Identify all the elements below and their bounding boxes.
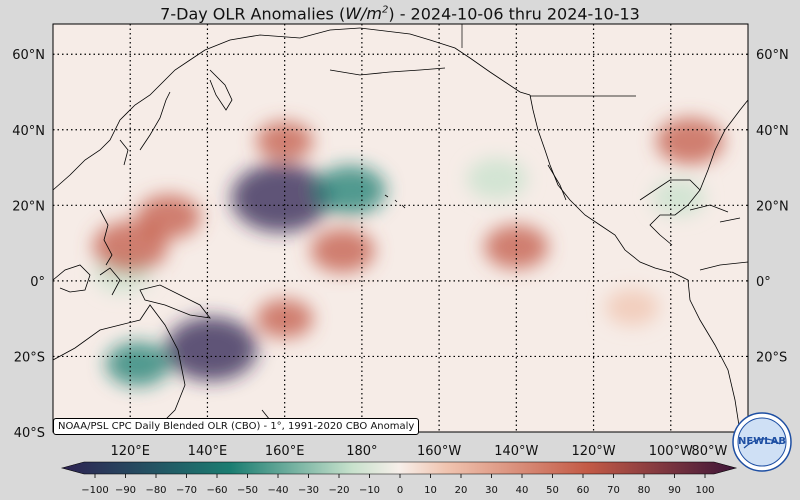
colorbar-tick-label: −40 [267, 485, 288, 496]
colorbar-tick-label: 0 [397, 485, 403, 496]
anomaly-region-9 [92, 221, 168, 273]
lon-label: 80°W [691, 444, 727, 459]
lat-label-right: 0° [756, 275, 771, 290]
lat-label-left: 0° [30, 275, 45, 290]
colorbar-tick-label: −60 [206, 485, 227, 496]
colorbar-tick-label: −10 [359, 485, 380, 496]
anomaly-region-7 [484, 224, 549, 269]
lon-label: 100°W [649, 444, 693, 459]
colorbar-tick-label: 10 [424, 485, 437, 496]
longitude-labels: 120°E 140°E 160°E 180° 160°W 140°W 120°W 100°W8… [110, 444, 727, 459]
colorbar-tick-label: 60 [577, 485, 590, 496]
anomaly-region-2 [165, 316, 258, 381]
title-unit-exponent: 2 [381, 5, 389, 16]
lat-label-right: 40°N [756, 124, 789, 139]
lon-label: 160°W [417, 444, 461, 459]
lon-label: 160°E [265, 444, 305, 459]
anomaly-region-10 [310, 228, 375, 273]
latitude-labels: 60°N 40°N 20°N 0° 20°S 40°S 60°N 40°N 20°N 0° 20°S [12, 48, 789, 441]
coastlines [53, 27, 748, 432]
lon-label: 120°E [110, 444, 150, 459]
colorbar-tick-label: −30 [298, 485, 319, 496]
colorbar-tick-label: 50 [546, 485, 559, 496]
colorbar-tick-label: 100 [695, 485, 714, 496]
title-suffix: ) - 2024-10-06 thru 2024-10-13 [388, 4, 640, 24]
logo-text: NEWLAB [738, 436, 786, 447]
lat-label-left: 20°N [12, 199, 45, 214]
colorbar-tick-label: −80 [145, 485, 166, 496]
lat-label-right: 20°N [756, 199, 789, 214]
lon-label: 140°E [188, 444, 228, 459]
colorbar-tick-label: −100 [81, 485, 108, 496]
colorbar-tick-label: 20 [455, 485, 468, 496]
lon-label: 180° [346, 444, 377, 459]
colorbar-tick-label: 30 [485, 485, 498, 496]
lat-label-right: 20°S [756, 350, 787, 365]
lon-label: 120°W [571, 444, 615, 459]
map-title: 7-Day OLR Anomalies (W/m2) - 2024-10-06 … [0, 0, 800, 24]
anomaly-region-14 [605, 289, 659, 326]
lat-label-right: 60°N [756, 48, 789, 63]
anomaly-region-3 [105, 342, 170, 386]
anomaly-region-13 [256, 299, 314, 339]
graticule [53, 24, 748, 432]
colorbar-tick-label: −50 [237, 485, 258, 496]
colorbar-ticks: −100 −90 −80 −70 −60 −50 −40 −30 −20 −10 0 10 20 30 40… [81, 474, 715, 496]
colorbar [60, 461, 738, 475]
anomaly-region-0 [231, 163, 331, 233]
anomaly-region-6 [651, 179, 706, 217]
colorbar-tick-label: −20 [328, 485, 349, 496]
anomaly-region-12 [656, 117, 724, 165]
anomaly-region-1 [314, 165, 386, 215]
newlab-logo: NEWLAB [732, 412, 792, 472]
anomaly-region-4 [466, 158, 528, 200]
colorbar-tick-label: −90 [115, 485, 136, 496]
colorbar-tick-label: 80 [638, 485, 651, 496]
colorbar-tick-label: 90 [668, 485, 681, 496]
lat-label-left: 60°N [12, 48, 45, 63]
lon-label: 140°W [494, 444, 538, 459]
title-prefix: 7-Day OLR Anomalies ( [160, 4, 346, 24]
lat-label-left: 40°N [12, 124, 45, 139]
colorbar-tick-label: 40 [516, 485, 529, 496]
data-source-note: NOAA/PSL CPC Daily Blended OLR (CBO) - 1… [53, 418, 420, 435]
colorbar-tick-label: −70 [176, 485, 197, 496]
title-unit: W/m [345, 4, 382, 24]
colorbar-tick-label: 70 [607, 485, 620, 496]
lat-label-left: 20°S [14, 350, 45, 365]
lat-label-left: 40°S [14, 426, 45, 441]
